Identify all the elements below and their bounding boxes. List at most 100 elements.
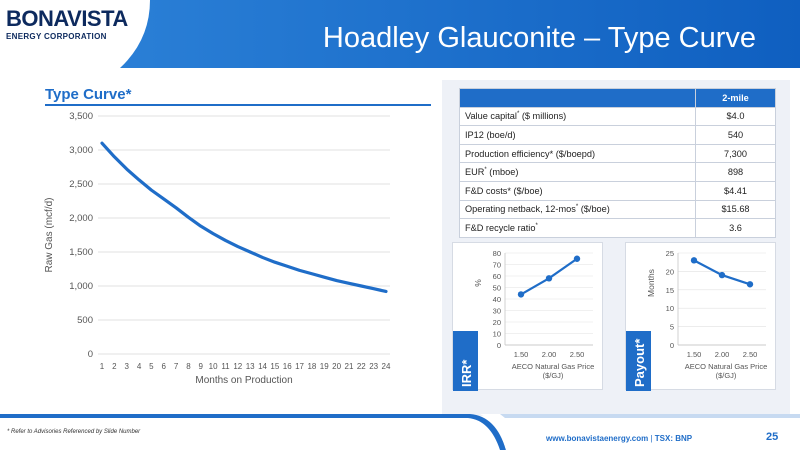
table-header-2-mile: 2-mile bbox=[695, 88, 776, 108]
y-tick-label: 5 bbox=[670, 323, 674, 332]
x-tick-label: 15 bbox=[270, 362, 279, 371]
metric-value: 540 bbox=[695, 125, 776, 145]
x-tick-label: 2.50 bbox=[743, 350, 758, 359]
x-tick-label: 10 bbox=[209, 362, 218, 371]
metric-label: Value capital* ($ millions) bbox=[459, 106, 696, 127]
metrics-table: 2-mile Value capital* ($ millions) $4.0 IP… bbox=[459, 88, 776, 238]
table-row: Production efficiency* ($/boepd) 7,300 bbox=[459, 143, 776, 164]
section-title: Type Curve* bbox=[45, 86, 132, 103]
y-tick-label: 70 bbox=[493, 261, 501, 270]
x-tick-label: 2.00 bbox=[715, 350, 730, 359]
x-tick-label: 23 bbox=[369, 362, 378, 371]
section-underline bbox=[45, 104, 431, 106]
data-point bbox=[746, 281, 754, 288]
x-axis-label: AECO Natural Gas Price bbox=[685, 362, 768, 371]
x-tick-label: 2 bbox=[112, 362, 117, 371]
y-tick-label: 60 bbox=[493, 272, 501, 281]
x-tick-label: 7 bbox=[174, 362, 179, 371]
table-row: F&D costs* ($/boe) $4.41 bbox=[459, 180, 776, 201]
y-axis-label: Raw Gas (mcf/d) bbox=[44, 197, 55, 272]
slide-title: Hoadley Glauconite – Type Curve bbox=[322, 22, 756, 54]
x-tick-label: 1 bbox=[100, 362, 105, 371]
data-point bbox=[690, 257, 698, 264]
x-tick-label: 18 bbox=[307, 362, 316, 371]
metric-value: 898 bbox=[695, 162, 776, 182]
x-axis-label-units: ($/GJ) bbox=[716, 371, 737, 380]
metric-label: F&D recycle ratio* bbox=[459, 218, 696, 238]
header-banner bbox=[120, 0, 800, 68]
page-number: 25 bbox=[766, 431, 779, 443]
y-tick-label: 20 bbox=[666, 267, 674, 276]
metric-label: F&D costs* ($/boe) bbox=[459, 180, 696, 201]
y-tick-label: 2,000 bbox=[69, 213, 93, 224]
y-tick-label: 3,000 bbox=[69, 145, 93, 156]
x-tick-label: 24 bbox=[382, 362, 391, 371]
x-tick-label: 9 bbox=[199, 362, 204, 371]
y-tick-label: 30 bbox=[493, 307, 501, 316]
y-tick-label: 10 bbox=[666, 304, 674, 313]
metric-value: 7,300 bbox=[695, 143, 776, 164]
x-tick-label: 4 bbox=[137, 362, 142, 371]
table-header-blank bbox=[459, 88, 696, 108]
y-tick-label: 20 bbox=[493, 318, 501, 327]
data-point bbox=[718, 271, 726, 279]
x-tick-label: 1.50 bbox=[514, 350, 529, 359]
x-tick-label: 6 bbox=[162, 362, 167, 371]
x-tick-label: 1.50 bbox=[687, 350, 702, 359]
logo-subtitle: ENERGY CORPORATION bbox=[6, 32, 107, 41]
x-axis-label: Months on Production bbox=[195, 375, 292, 386]
table-row: IP12 (boe/d) 540 bbox=[459, 125, 776, 145]
x-tick-label: 8 bbox=[186, 362, 191, 371]
y-tick-label: 25 bbox=[666, 249, 674, 258]
x-tick-label: 16 bbox=[283, 362, 292, 371]
table-row: Operating netback, 12-mos* ($/boe) $15.68 bbox=[459, 199, 776, 220]
footer-links: www.bonavistaenergy.com | TSX: BNP bbox=[546, 434, 692, 443]
x-tick-label: 13 bbox=[246, 362, 255, 371]
x-tick-label: 5 bbox=[149, 362, 154, 371]
y-tick-label: 80 bbox=[493, 249, 501, 258]
y-tick-label: 0 bbox=[670, 341, 674, 350]
x-tick-label: 21 bbox=[345, 362, 354, 371]
x-tick-label: 2.50 bbox=[570, 350, 585, 359]
x-tick-label: 12 bbox=[233, 362, 242, 371]
x-axis-label: AECO Natural Gas Price bbox=[512, 362, 595, 371]
irr-chart-card: 0 10 20 30 40 50 60 70 80% 1.50 2.00 2.50 AECO Natur… bbox=[452, 242, 603, 391]
website-link[interactable]: www.bonavistaenergy.com bbox=[546, 434, 649, 443]
y-tick-label: 50 bbox=[493, 284, 501, 293]
table-row: EUR* (mboe) 898 bbox=[459, 162, 776, 182]
x-tick-label: 19 bbox=[320, 362, 329, 371]
y-tick-label: 500 bbox=[77, 315, 93, 326]
metric-label: EUR* (mboe) bbox=[459, 162, 696, 182]
data-point bbox=[573, 255, 581, 262]
x-axis-label-units: ($/GJ) bbox=[543, 371, 564, 380]
table-row: F&D recycle ratio* 3.6 bbox=[459, 218, 776, 238]
y-tick-label: 40 bbox=[493, 295, 501, 304]
x-tick-label: 3 bbox=[124, 362, 129, 371]
payout-chart-card: 0 5 10 15 20 25 Months 1.50 2.00 2.50 AECO Natural… bbox=[625, 242, 776, 391]
metric-value: $15.68 bbox=[695, 199, 776, 220]
type-curve-series-line bbox=[100, 141, 388, 294]
y-axis-label: % bbox=[473, 279, 483, 287]
metric-value: $4.41 bbox=[695, 180, 776, 201]
y-axis-label: Months bbox=[646, 269, 656, 297]
footnote: * Refer to Advisories Referenced by Slid… bbox=[7, 429, 141, 435]
y-tick-label: 15 bbox=[666, 286, 674, 295]
data-point bbox=[517, 291, 525, 298]
ticker-label: TSX: BNP bbox=[654, 434, 693, 443]
company-logo: BONAVISTA ENERGY CORPORATION bbox=[6, 8, 128, 48]
irr-title: IRR* bbox=[459, 359, 474, 387]
y-tick-label: 1,000 bbox=[69, 281, 93, 292]
data-point bbox=[545, 275, 553, 282]
metric-value: $4.0 bbox=[695, 106, 776, 127]
footer-swoosh bbox=[0, 414, 800, 450]
metric-label: IP12 (boe/d) bbox=[459, 125, 696, 145]
metric-value: 3.6 bbox=[695, 218, 776, 238]
x-tick-label: 17 bbox=[295, 362, 304, 371]
y-tick-label: 3,500 bbox=[69, 111, 93, 122]
x-tick-label: 22 bbox=[357, 362, 366, 371]
y-tick-label: 1,500 bbox=[69, 247, 93, 258]
x-tick-label: 14 bbox=[258, 362, 267, 371]
footer-separator: | bbox=[650, 434, 653, 443]
payout-chart: 0 5 10 15 20 25 Months 1.50 2.00 2.50 AECO Natural… bbox=[646, 249, 768, 380]
